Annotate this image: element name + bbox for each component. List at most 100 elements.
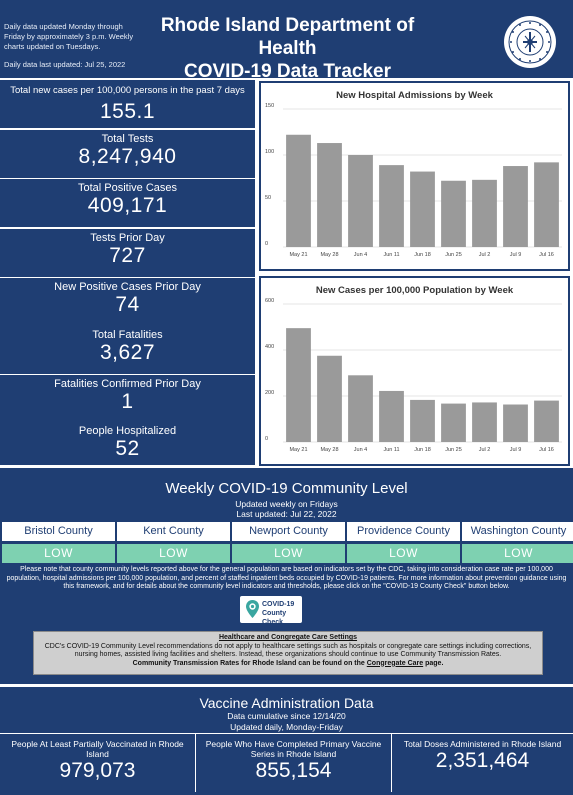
x-tick-label: May 21 — [289, 447, 307, 453]
county-check-label-line-1: COVID-19 — [262, 601, 295, 608]
cases-per-100k-chart: New Cases per 100,000 Population by Week… — [259, 276, 570, 466]
bar — [441, 403, 466, 442]
x-tick-label: Jun 4 — [354, 447, 367, 453]
community-level-title: Weekly COVID-19 Community Level — [165, 480, 408, 497]
county-name-kent: Kent County — [117, 522, 230, 541]
vaccine-partially-vaccinated: People At Least Partially Vaccinated in … — [0, 733, 196, 792]
vaccine-stat-value: 855,154 — [255, 759, 332, 782]
y-tick-label: 400 — [265, 344, 274, 350]
vaccine-stat-label: People At Least Partially Vaccinated in … — [11, 739, 184, 759]
bar — [317, 355, 342, 442]
stat-value: 74 — [115, 293, 140, 316]
vaccine-cumulative-note: Data cumulative since 12/14/20 — [227, 711, 346, 721]
stat-label: Fatalities Confirmed Prior Day — [54, 378, 201, 390]
x-tick-label: Jun 25 — [445, 447, 462, 453]
bar — [534, 162, 559, 247]
stat-people-hospitalized: People Hospitalized 52 — [0, 422, 255, 465]
stat-label: Total new cases per 100,000 persons in t… — [10, 85, 245, 96]
county-level-washington: LOW — [462, 544, 573, 563]
bar — [379, 390, 404, 442]
x-tick-label: Jul 2 — [479, 252, 491, 258]
chart-title: New Hospital Admissions by Week — [336, 90, 494, 101]
stat-value: 155.1 — [99, 100, 156, 123]
bar — [317, 143, 342, 247]
community-last-updated: Last updated: Jul 22, 2022 — [236, 509, 337, 519]
bar — [286, 328, 311, 442]
stat-label: New Positive Cases Prior Day — [54, 281, 201, 293]
congregate-care-link[interactable]: Congregate Care — [366, 659, 424, 667]
last-updated-note: Daily data last updated: Jul 25, 2022 — [4, 60, 126, 69]
x-tick-label: Jul 9 — [510, 447, 522, 453]
community-level-note: Please note that county community levels… — [6, 566, 567, 590]
update-schedule-note: Daily data updated Monday through Friday… — [4, 22, 134, 51]
stat-label: Tests Prior Day — [90, 232, 165, 244]
bar — [503, 404, 528, 442]
bar — [286, 134, 311, 247]
bar — [503, 166, 528, 247]
x-tick-label: Jun 25 — [445, 252, 462, 258]
map-pin-virus-icon — [246, 600, 259, 618]
county-level-newport: LOW — [232, 544, 345, 563]
stat-value: 3,627 — [99, 341, 156, 364]
x-tick-label: Jul 16 — [539, 252, 554, 258]
page-title-line-1: Rhode Island Department of Health — [160, 15, 415, 59]
transmission-rates-text-end: page. — [423, 659, 444, 667]
county-check-label-line-2: County Check — [262, 610, 287, 626]
stat-tests-prior-day: Tests Prior Day 727 — [0, 229, 255, 277]
y-tick-label: 200 — [265, 390, 274, 396]
stat-value: 52 — [115, 437, 140, 460]
chart-title: New Cases per 100,000 Population by Week — [316, 285, 514, 296]
stat-label: Total Positive Cases — [77, 182, 178, 194]
transmission-rates-line: Community Transmission Rates for Rhode I… — [34, 660, 542, 669]
transmission-rates-text: Community Transmission Rates for Rhode I… — [132, 659, 367, 667]
y-tick-label: 50 — [265, 195, 271, 201]
page-title: Rhode Island Department of Health COVID-… — [135, 14, 440, 83]
healthcare-settings-body: CDC's COVID-19 Community Level recommend… — [44, 642, 532, 659]
x-tick-label: Jun 18 — [414, 447, 431, 453]
stat-value: 8,247,940 — [78, 145, 177, 168]
stat-total-positive-cases: Total Positive Cases 409,171 — [0, 179, 255, 227]
y-tick-label: 150 — [265, 103, 274, 109]
stat-label: People Hospitalized — [78, 425, 177, 437]
stat-value: 1 — [121, 390, 134, 413]
x-tick-label: Jul 16 — [539, 447, 554, 453]
county-name-washington: Washington County — [462, 522, 573, 541]
vaccine-completed-primary-series: People Who Have Completed Primary Vaccin… — [196, 733, 392, 792]
vaccine-stat-label: People Who Have Completed Primary Vaccin… — [205, 739, 382, 759]
county-level-bristol: LOW — [2, 544, 115, 563]
stat-total-tests: Total Tests 8,247,940 — [0, 130, 255, 178]
bar — [534, 400, 559, 442]
y-tick-label: 0 — [265, 241, 268, 247]
vaccine-total-doses: Total Doses Administered in Rhode Island… — [392, 733, 573, 792]
bar — [379, 165, 404, 247]
county-check-button[interactable]: COVID-19 County Check — [240, 596, 302, 626]
bar — [410, 399, 435, 442]
hospital-admissions-chart-svg: New Hospital Admissions by Week 0 50 100 150… — [265, 90, 562, 258]
y-tick-label: 600 — [265, 298, 274, 304]
x-tick-label: Jun 11 — [383, 252, 399, 258]
stat-value: 727 — [109, 244, 146, 267]
county-name-newport: Newport County — [232, 522, 345, 541]
header: Daily data updated Monday through Friday… — [0, 0, 573, 82]
x-tick-label: Jun 4 — [354, 252, 367, 258]
x-tick-label: May 28 — [320, 447, 338, 453]
x-tick-label: May 28 — [320, 252, 338, 258]
vaccine-stat-value: 979,073 — [59, 759, 136, 782]
stat-total-fatalities: Total Fatalities 3,627 — [0, 326, 255, 374]
bar — [472, 402, 497, 442]
bar — [410, 171, 435, 247]
bar — [441, 180, 466, 247]
community-level-section: Weekly COVID-19 Community Level Updated … — [0, 468, 573, 684]
county-check-label: COVID-19 County Check — [262, 600, 302, 627]
stat-cases-per-100k: Total new cases per 100,000 persons in t… — [0, 80, 255, 128]
county-name-bristol: Bristol County — [2, 522, 115, 541]
hospital-admissions-chart: New Hospital Admissions by Week 0 50 100 150… — [259, 81, 570, 271]
stat-label: Total Fatalities — [92, 329, 163, 341]
healthcare-settings-title: Healthcare and Congregate Care Settings — [218, 634, 358, 641]
y-tick-label: 0 — [265, 436, 268, 442]
bar — [348, 375, 373, 442]
vaccine-stat-label: Total Doses Administered in Rhode Island — [403, 739, 562, 749]
community-update-frequency: Updated weekly on Fridays — [235, 499, 338, 509]
county-level-providence: LOW — [347, 544, 460, 563]
x-tick-label: Jul 2 — [479, 447, 491, 453]
